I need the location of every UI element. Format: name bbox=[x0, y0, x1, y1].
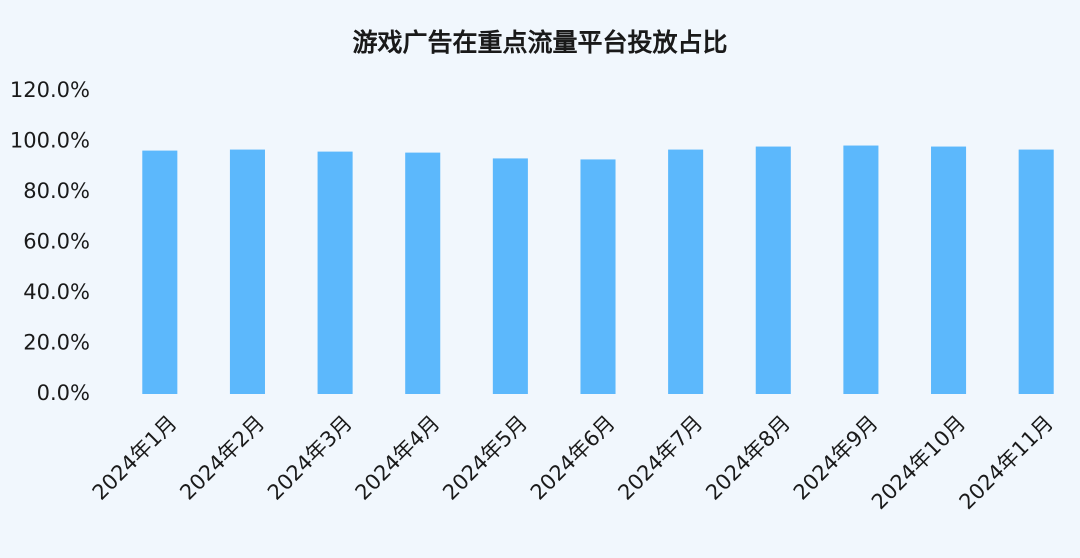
y-tick-label: 100.0% bbox=[10, 129, 90, 153]
bar bbox=[492, 158, 528, 394]
y-tick-label: 20.0% bbox=[23, 331, 90, 355]
bar bbox=[755, 146, 791, 394]
y-tick-label: 40.0% bbox=[23, 280, 90, 304]
bar bbox=[1018, 149, 1054, 394]
y-tick-label: 0.0% bbox=[37, 381, 90, 405]
bar bbox=[142, 150, 178, 394]
y-tick-label: 120.0% bbox=[10, 78, 90, 102]
bar bbox=[668, 149, 704, 394]
y-tick-label: 60.0% bbox=[23, 230, 90, 254]
bar bbox=[931, 146, 967, 394]
y-tick-label: 80.0% bbox=[23, 179, 90, 203]
bar bbox=[843, 145, 879, 394]
bar bbox=[317, 151, 353, 394]
bar bbox=[405, 152, 441, 394]
bar bbox=[229, 149, 265, 394]
chart-title: 游戏广告在重点流量平台投放占比 bbox=[352, 28, 727, 57]
bar bbox=[580, 159, 616, 394]
